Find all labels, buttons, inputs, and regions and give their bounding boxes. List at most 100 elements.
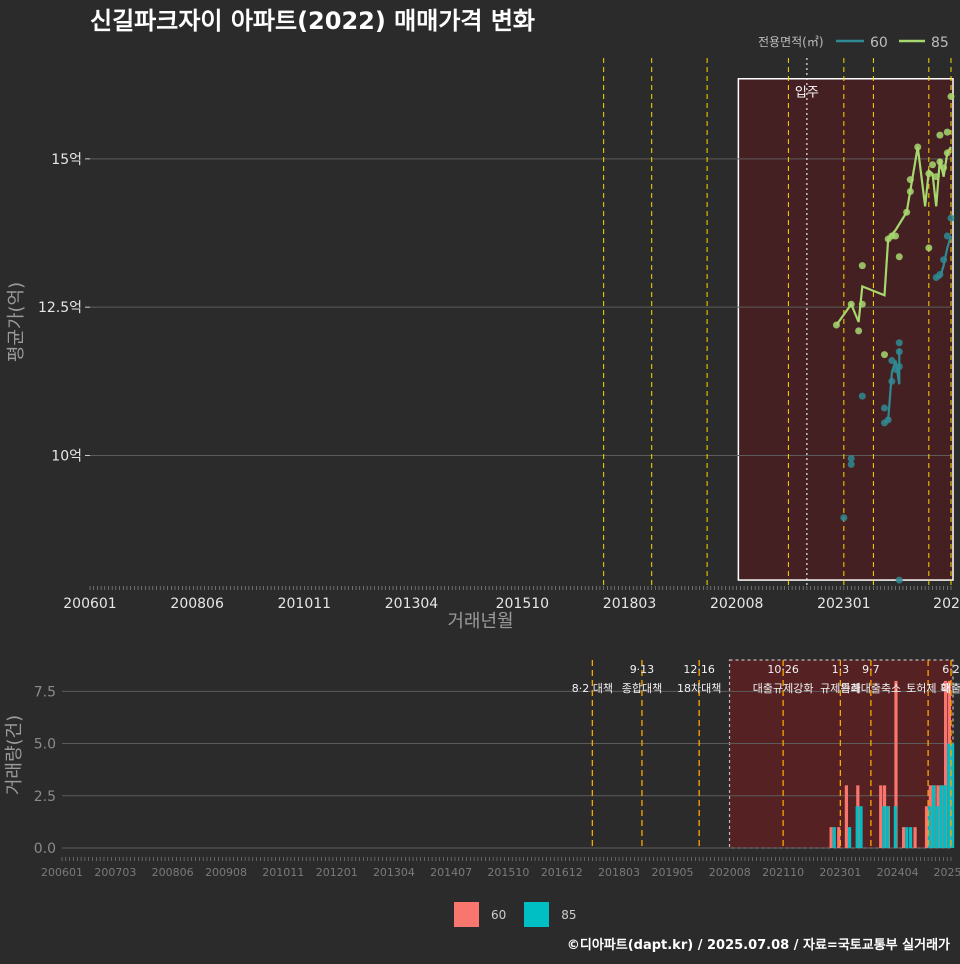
tick-label-y-bottom: 5.0 [34, 737, 56, 753]
bar-85 [833, 827, 836, 848]
bar-85 [940, 785, 943, 848]
data-point-60 [896, 577, 903, 584]
policy-date-label: 9·13 [630, 663, 655, 676]
tick-label-x: 201510 [496, 596, 549, 612]
legend-title: 전용면적(㎡) [758, 35, 824, 49]
policy-name-label: 8·2 대책 [572, 682, 613, 695]
policy-name-label: 종합대책 [622, 682, 662, 695]
data-point-85 [948, 93, 955, 100]
tick-label-y: 12.5억 [38, 300, 82, 316]
data-point-85 [925, 170, 932, 177]
data-point-60 [840, 514, 847, 521]
data-point-85 [848, 301, 855, 308]
data-point-85 [859, 301, 866, 308]
bar-85 [856, 806, 859, 848]
data-point-85 [896, 253, 903, 260]
bar-85 [886, 806, 889, 848]
policy-date-label: 10·26 [767, 663, 799, 676]
data-point-85 [944, 129, 951, 136]
bar-85 [905, 827, 908, 848]
policy-date-label: 9·7 [862, 663, 880, 676]
data-point-60 [888, 378, 895, 385]
chart-title: 신길파크자이 아파트(2022) 매매가격 변화 [90, 7, 535, 35]
data-point-85 [940, 164, 947, 171]
tick-label-x-bottom: 201201 [316, 866, 358, 879]
policy-date-label: 1·3 [832, 663, 850, 676]
tick-label-x: 202301 [817, 596, 870, 612]
data-point-60 [848, 461, 855, 468]
bar-85 [894, 806, 897, 848]
tick-label-x-bottom: 201304 [373, 866, 415, 879]
tick-label-x: 201304 [385, 596, 439, 612]
tick-label-x-bottom: 200908 [205, 866, 247, 879]
data-point-60 [936, 271, 943, 278]
data-point-85 [925, 244, 932, 251]
data-point-85 [936, 158, 943, 165]
source-credit: ©디아파트(dapt.kr) / 2025.07.08 / 자료=국토교통부 실… [567, 934, 950, 953]
data-point-85 [907, 188, 914, 195]
bar-85 [947, 744, 950, 848]
data-point-60 [881, 405, 888, 412]
tick-label-x-bottom: 202110 [762, 866, 804, 879]
data-point-85 [907, 176, 914, 183]
highlight-region [738, 79, 953, 580]
tick-label-x: 202008 [710, 596, 763, 612]
tick-label-y-bottom: 2.5 [34, 789, 56, 805]
tick-label-x: 201011 [278, 596, 331, 612]
tick-label-y-bottom: 7.5 [34, 684, 56, 700]
data-point-85 [892, 232, 899, 239]
bar-60 [845, 785, 848, 848]
tick-label-x-bottom: 200703 [94, 866, 136, 879]
tick-label-y: 10억 [51, 448, 82, 464]
tick-label-y-bottom: 0.0 [34, 841, 56, 857]
bar-60 [902, 827, 905, 848]
data-point-85 [914, 143, 921, 150]
bar-85 [859, 806, 862, 848]
data-point-60 [896, 348, 903, 355]
tick-label-x-bottom: 201011 [262, 866, 304, 879]
data-point-60 [896, 363, 903, 370]
policy-date-label: 12·16 [683, 663, 715, 676]
bar-85 [848, 827, 851, 848]
bar-60 [879, 785, 882, 848]
tick-label-x-bottom: 202404 [877, 866, 919, 879]
x-axis-title: 거래년월 [447, 611, 513, 632]
policy-date-label: 6·2 [942, 663, 960, 676]
data-point-85 [929, 161, 936, 168]
bar-85 [909, 827, 912, 848]
occupancy-label: 입주 [795, 86, 819, 101]
data-point-85 [936, 132, 943, 139]
y-axis-title: 평균가(억) [6, 282, 27, 362]
bar-60 [913, 827, 916, 848]
legend-label-60: 60 [870, 35, 888, 51]
data-point-85 [903, 209, 910, 216]
tick-label-y: 15억 [51, 152, 82, 168]
data-point-85 [881, 351, 888, 358]
bar-85 [943, 785, 946, 848]
bar-85 [932, 785, 935, 848]
bar-85 [882, 806, 885, 848]
tick-label-x-bottom: 201612 [541, 866, 583, 879]
tick-label-x-bottom: 202301 [819, 866, 861, 879]
tick-label-x-bottom: 201803 [598, 866, 640, 879]
tick-label-x: 2025 [933, 596, 960, 612]
tick-label-x-bottom: 20250 [934, 866, 960, 879]
data-point-60 [888, 357, 895, 364]
policy-name-label: 대출 [941, 682, 960, 695]
policy-name-label: 대출규제강화 [753, 682, 814, 695]
y-axis-title-bottom: 거래량(건) [4, 715, 25, 795]
tick-label-x-bottom: 201510 [487, 866, 529, 879]
legend-label-85: 85 [561, 908, 576, 922]
data-point-85 [833, 321, 840, 328]
legend-label-85: 85 [931, 35, 949, 51]
data-point-60 [885, 416, 892, 423]
data-point-85 [855, 327, 862, 334]
policy-name-label: 18차대책 [677, 682, 721, 695]
data-point-85 [944, 149, 951, 156]
tick-label-x-bottom: 202008 [709, 866, 751, 879]
legend-label-60: 60 [491, 908, 506, 922]
policy-name-label: 특례대출축소 [841, 682, 902, 695]
legend-swatch-60 [454, 902, 479, 927]
